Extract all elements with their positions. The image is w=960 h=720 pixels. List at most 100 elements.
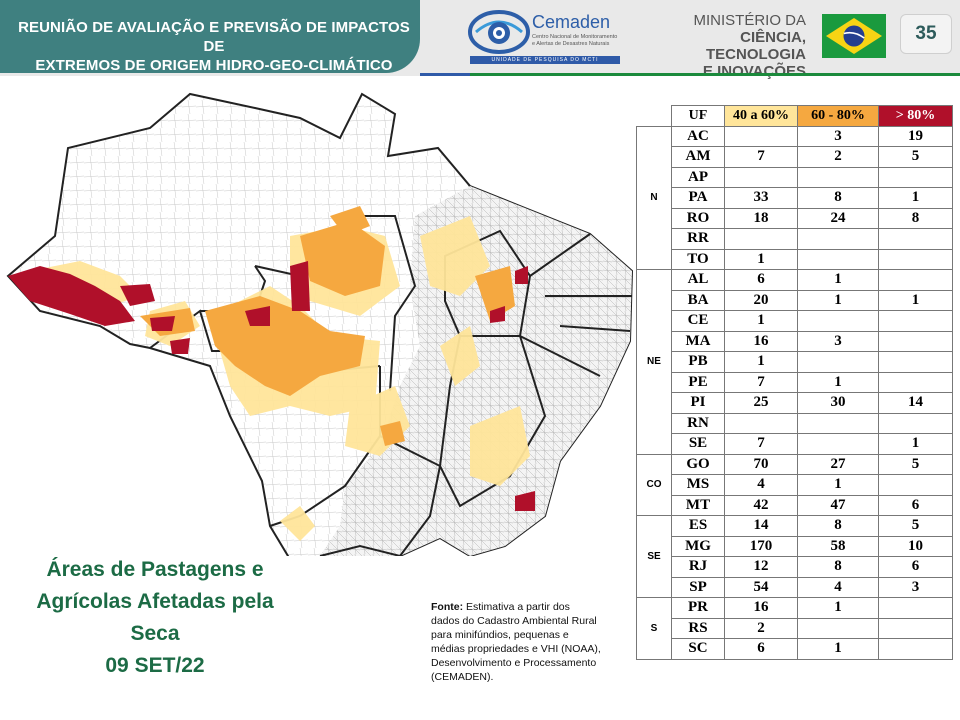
band-80-plus-cell	[878, 412, 953, 434]
uf-cell: SC	[671, 638, 725, 660]
uf-cell: AL	[671, 269, 725, 291]
table-row: AP	[637, 166, 953, 188]
header-divider-green	[470, 73, 960, 76]
band-60-80-cell	[797, 351, 879, 373]
table-row: RN	[637, 412, 953, 434]
band-40-60-cell: 16	[724, 330, 798, 352]
caption-line-3: Seca	[130, 622, 180, 645]
table-row: RS 2	[637, 617, 953, 639]
uf-cell: PA	[671, 187, 725, 209]
band-60-80-cell: 58	[797, 535, 879, 557]
cemaden-subtitle: Centro Nacional de Monitoramento e Alert…	[532, 34, 618, 47]
band-40-60-cell: 2	[724, 617, 798, 639]
band-80-plus-cell: 1	[878, 289, 953, 311]
band-60-80-cell	[797, 166, 879, 188]
caption-line-1: Áreas de Pastagens e	[46, 558, 264, 581]
band-40-60-cell: 54	[724, 576, 798, 598]
affected-areas-table: UF 40 a 60% 60 - 80% > 80% N AC 3 19 AM 7 2 5 AP…	[636, 105, 953, 660]
table-row: CO GO 70 27 5	[636, 453, 953, 516]
table-row: BA 20 1 1	[637, 289, 953, 311]
band-60-80-cell	[797, 248, 879, 270]
band-40-60-cell: 18	[724, 207, 798, 229]
table-row: PE 7 1	[637, 371, 953, 393]
band-60-80-header: 60 - 80%	[797, 105, 879, 127]
band-60-80-cell	[797, 310, 879, 332]
uf-cell: MA	[671, 330, 725, 352]
band-60-80-cell: 27	[797, 453, 879, 475]
header-divider-blue	[420, 73, 480, 76]
band-80-plus-cell: 5	[878, 146, 953, 168]
table-row: CE 1	[637, 310, 953, 332]
source-label: Fonte:	[431, 601, 464, 613]
band-80-plus-header: > 80%	[878, 105, 953, 127]
band-40-60-cell	[724, 125, 798, 147]
table-row: RJ 12 8 6	[637, 556, 953, 578]
uf-header: UF	[671, 105, 725, 127]
uf-cell: MT	[671, 494, 725, 516]
uf-cell: SP	[671, 576, 725, 598]
band-40-60-header: 40 a 60%	[724, 105, 798, 127]
region-cell: SE	[636, 515, 672, 598]
band-40-60-cell: 7	[724, 146, 798, 168]
uf-cell: RN	[671, 412, 725, 434]
cemaden-strip: UNIDADE DE PESQUISA DO MCTI	[470, 56, 620, 64]
uf-cell: BA	[671, 289, 725, 311]
band-80-plus-cell: 1	[878, 187, 953, 209]
band-40-60-cell: 1	[724, 351, 798, 373]
table-row: PA 33 8 1	[637, 187, 953, 209]
band-40-60-cell	[724, 412, 798, 434]
band-40-60-cell: 25	[724, 392, 798, 414]
uf-cell: RS	[671, 617, 725, 639]
table-row: SE 7 1	[637, 433, 953, 455]
band-40-60-cell: 6	[724, 638, 798, 660]
band-40-60-cell: 33	[724, 187, 798, 209]
uf-cell: AP	[671, 166, 725, 188]
band-80-plus-cell	[878, 617, 953, 639]
uf-cell: AC	[671, 125, 725, 147]
band-80-plus-cell	[878, 330, 953, 352]
band-80-plus-cell: 8	[878, 207, 953, 229]
band-40-60-cell: 20	[724, 289, 798, 311]
cemaden-name: Cemaden	[532, 12, 611, 32]
band-40-60-cell: 12	[724, 556, 798, 578]
band-80-plus-cell	[878, 371, 953, 393]
table-row: NE AL 6 1	[636, 269, 953, 455]
band-60-80-cell: 1	[797, 289, 879, 311]
table-row: TO 1	[637, 248, 953, 270]
region-cell: CO	[636, 453, 672, 516]
band-40-60-cell: 170	[724, 535, 798, 557]
band-80-plus-cell	[878, 597, 953, 619]
band-60-80-cell: 1	[797, 638, 879, 660]
band-80-plus-cell: 10	[878, 535, 953, 557]
uf-cell: RO	[671, 207, 725, 229]
table-row: S PR 16 1	[636, 597, 953, 660]
uf-cell: CE	[671, 310, 725, 332]
cemaden-logo: Cemaden Centro Nacional de Monitoramento…	[468, 8, 620, 64]
ministry-name: MINISTÉRIO DA CIÊNCIA, TECNOLOGIA E INOV…	[640, 12, 806, 80]
band-80-plus-cell	[878, 310, 953, 332]
band-40-60-cell: 70	[724, 453, 798, 475]
title-line-1: REUNIÃO DE AVALIAÇÃO E PREVISÃO DE IMPAC…	[18, 19, 410, 55]
uf-cell: SE	[671, 433, 725, 455]
band-40-60-cell	[724, 228, 798, 250]
band-60-80-cell: 24	[797, 207, 879, 229]
band-80-plus-cell: 6	[878, 494, 953, 516]
ministry-line-3: E INOVAÇÕES	[702, 63, 806, 80]
brazil-drought-map	[6, 92, 634, 556]
page-number: 35	[900, 14, 952, 54]
band-80-plus-cell: 6	[878, 556, 953, 578]
ministry-line-1: MINISTÉRIO DA	[693, 12, 806, 29]
region-cell: N	[636, 125, 672, 270]
band-40-60-cell: 1	[724, 310, 798, 332]
band-80-plus-cell	[878, 351, 953, 373]
title-banner: REUNIÃO DE AVALIAÇÃO E PREVISÃO DE IMPAC…	[0, 0, 420, 74]
source-note: Fonte: Estimativa a partir dos dados do …	[431, 600, 601, 684]
brazil-flag-icon	[822, 14, 886, 58]
ministry-line-2: CIÊNCIA, TECNOLOGIA	[706, 29, 806, 63]
band-80-plus-cell	[878, 228, 953, 250]
band-60-80-cell	[797, 412, 879, 434]
band-60-80-cell: 1	[797, 597, 879, 619]
band-60-80-cell: 8	[797, 187, 879, 209]
region-cell: S	[636, 597, 672, 660]
band-80-plus-cell: 1	[878, 433, 953, 455]
